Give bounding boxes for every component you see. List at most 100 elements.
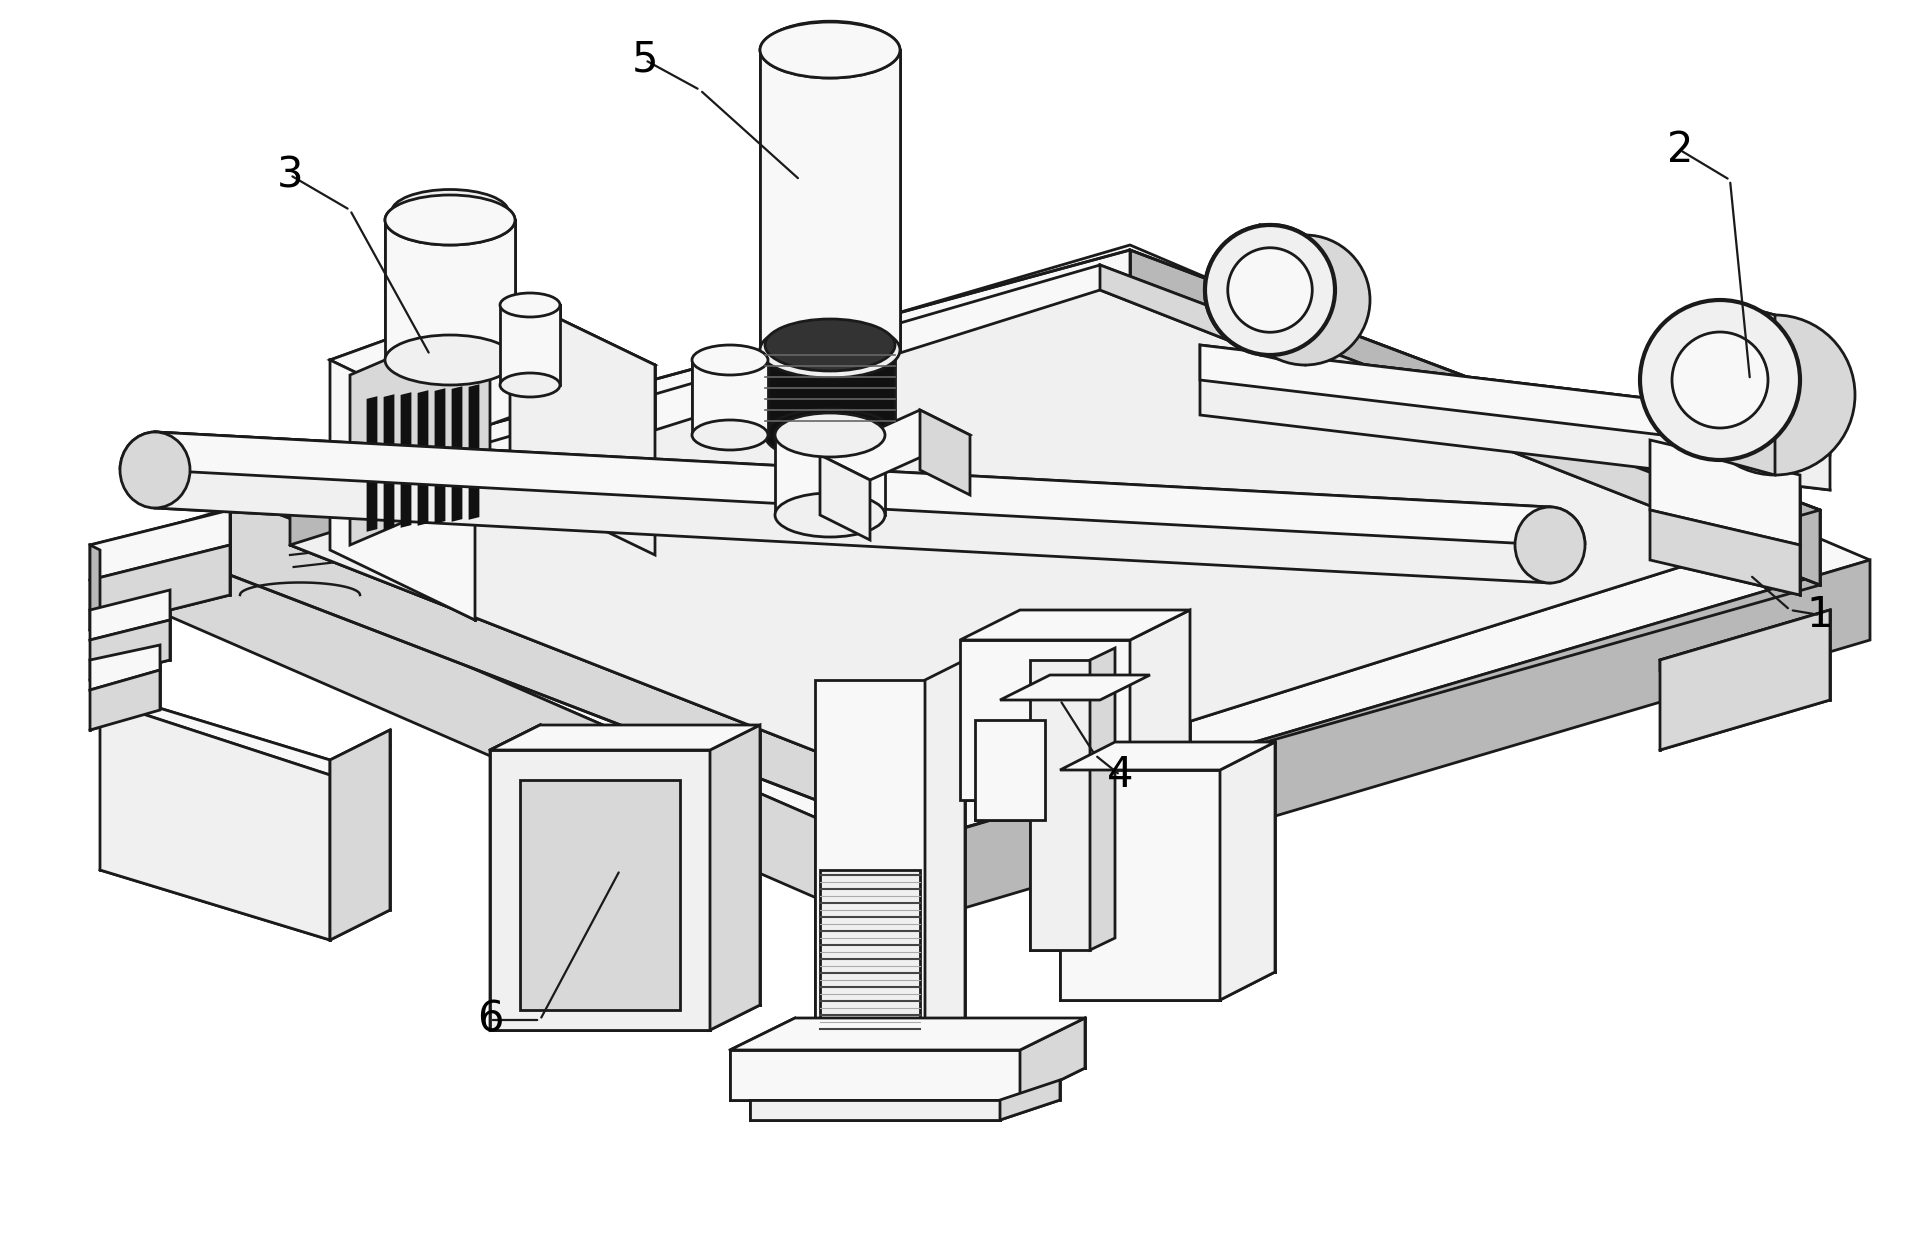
- Polygon shape: [819, 454, 869, 540]
- Polygon shape: [1200, 345, 1830, 491]
- Polygon shape: [155, 432, 1549, 545]
- Polygon shape: [1200, 345, 1830, 454]
- Polygon shape: [1719, 300, 1776, 476]
- Ellipse shape: [1206, 225, 1335, 355]
- Polygon shape: [1650, 439, 1801, 545]
- Polygon shape: [91, 510, 230, 580]
- Ellipse shape: [1240, 235, 1370, 365]
- Ellipse shape: [759, 22, 900, 78]
- Polygon shape: [91, 590, 170, 640]
- Polygon shape: [100, 700, 330, 940]
- Polygon shape: [419, 392, 427, 524]
- Polygon shape: [1660, 610, 1830, 749]
- Polygon shape: [1660, 610, 1830, 670]
- Polygon shape: [469, 386, 477, 518]
- Polygon shape: [815, 680, 925, 1059]
- Polygon shape: [100, 690, 330, 774]
- Ellipse shape: [1206, 225, 1335, 355]
- Polygon shape: [1099, 265, 1750, 545]
- Polygon shape: [1061, 769, 1219, 1000]
- Ellipse shape: [692, 420, 769, 449]
- Polygon shape: [1090, 647, 1115, 950]
- Polygon shape: [1001, 1079, 1061, 1120]
- Polygon shape: [330, 295, 655, 430]
- Polygon shape: [759, 50, 900, 350]
- Polygon shape: [500, 305, 560, 385]
- Ellipse shape: [500, 374, 560, 397]
- Ellipse shape: [1671, 332, 1768, 428]
- Ellipse shape: [1227, 248, 1312, 332]
- Ellipse shape: [775, 493, 885, 537]
- Polygon shape: [91, 545, 100, 635]
- Polygon shape: [1130, 250, 1820, 585]
- Polygon shape: [437, 390, 444, 522]
- Polygon shape: [920, 410, 970, 496]
- Text: 3: 3: [276, 154, 303, 195]
- Polygon shape: [155, 245, 1870, 850]
- Polygon shape: [891, 560, 1870, 930]
- Ellipse shape: [765, 410, 895, 461]
- Ellipse shape: [392, 189, 508, 234]
- Ellipse shape: [759, 322, 900, 378]
- Text: 4: 4: [1107, 754, 1134, 796]
- Polygon shape: [1260, 225, 1304, 365]
- Polygon shape: [91, 620, 170, 680]
- Polygon shape: [819, 870, 920, 1040]
- Polygon shape: [1030, 660, 1090, 950]
- Polygon shape: [750, 1101, 1001, 1120]
- Polygon shape: [367, 398, 377, 530]
- Polygon shape: [1001, 675, 1150, 700]
- Ellipse shape: [384, 195, 516, 245]
- Polygon shape: [384, 220, 516, 360]
- Polygon shape: [976, 720, 1045, 820]
- Polygon shape: [290, 290, 1750, 801]
- Ellipse shape: [1227, 248, 1312, 332]
- Ellipse shape: [765, 319, 895, 371]
- Polygon shape: [775, 435, 885, 515]
- Polygon shape: [1130, 610, 1190, 801]
- Polygon shape: [520, 781, 680, 1010]
- Polygon shape: [230, 250, 1820, 764]
- Polygon shape: [491, 749, 709, 1030]
- Polygon shape: [960, 640, 1130, 801]
- Polygon shape: [510, 295, 655, 555]
- Polygon shape: [730, 1018, 1086, 1050]
- Polygon shape: [230, 496, 920, 840]
- Text: 6: 6: [477, 998, 502, 1041]
- Ellipse shape: [759, 22, 900, 78]
- Ellipse shape: [1694, 315, 1855, 476]
- Polygon shape: [491, 725, 541, 1030]
- Polygon shape: [692, 360, 769, 435]
- Polygon shape: [290, 500, 941, 801]
- Polygon shape: [765, 345, 895, 435]
- Polygon shape: [709, 725, 759, 1030]
- Polygon shape: [384, 396, 392, 528]
- Ellipse shape: [384, 335, 516, 385]
- Polygon shape: [402, 393, 410, 525]
- Polygon shape: [155, 432, 1549, 583]
- Text: 1: 1: [1806, 594, 1833, 636]
- Polygon shape: [330, 360, 475, 620]
- Ellipse shape: [767, 21, 893, 68]
- Polygon shape: [350, 315, 491, 545]
- Polygon shape: [1061, 742, 1275, 769]
- Ellipse shape: [1515, 507, 1584, 583]
- Polygon shape: [91, 645, 160, 690]
- Polygon shape: [819, 410, 970, 481]
- Ellipse shape: [384, 195, 516, 245]
- Ellipse shape: [1640, 300, 1801, 459]
- Polygon shape: [330, 730, 390, 940]
- Polygon shape: [925, 660, 964, 1059]
- Text: 2: 2: [1667, 129, 1692, 171]
- Polygon shape: [1020, 1018, 1086, 1101]
- Polygon shape: [452, 388, 462, 520]
- Ellipse shape: [775, 413, 885, 457]
- Ellipse shape: [692, 345, 769, 375]
- Polygon shape: [960, 610, 1190, 640]
- Polygon shape: [155, 530, 891, 930]
- Polygon shape: [491, 725, 759, 749]
- Polygon shape: [730, 1050, 1020, 1101]
- Polygon shape: [1219, 742, 1275, 1000]
- Polygon shape: [1650, 510, 1801, 595]
- Polygon shape: [91, 670, 160, 730]
